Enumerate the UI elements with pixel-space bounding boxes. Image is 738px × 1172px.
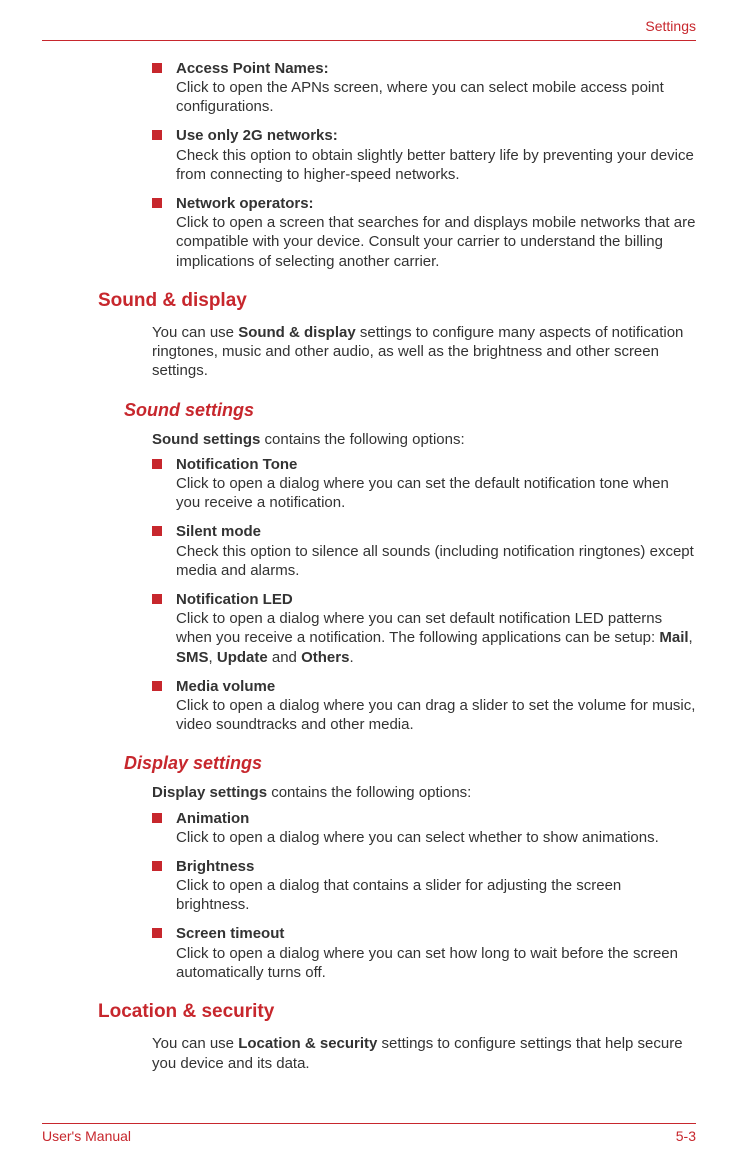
sound-settings-list: Notification Tone Click to open a dialog… — [152, 455, 696, 734]
text: contains the following options: — [267, 784, 471, 801]
item-title: Screen timeout — [176, 925, 284, 942]
bold-text: Sound settings — [152, 431, 260, 448]
heading-display-settings: Display settings — [124, 752, 696, 775]
bold-text: Location & security — [238, 1035, 377, 1052]
list-item: Silent mode Check this option to silence… — [152, 522, 696, 580]
list-item: Brightness Click to open a dialog that c… — [152, 857, 696, 915]
item-desc: Click to open a dialog where you can sel… — [176, 828, 696, 847]
bold-text: Others — [301, 649, 349, 666]
item-title: Silent mode — [176, 523, 261, 540]
heading-sound-display: Sound & display — [98, 289, 696, 313]
bold-text: SMS — [176, 649, 209, 666]
bold-text: Sound & display — [238, 324, 356, 341]
footer-right: 5-3 — [676, 1128, 696, 1146]
bold-text: Mail — [659, 629, 688, 646]
item-desc: Click to open a dialog where you can set… — [176, 609, 696, 667]
list-item: Access Point Names: Click to open the AP… — [152, 59, 696, 117]
list-item: Media volume Click to open a dialog wher… — [152, 677, 696, 735]
display-settings-list: Animation Click to open a dialog where y… — [152, 809, 696, 983]
item-title: Animation — [176, 810, 249, 827]
item-title: Notification LED — [176, 591, 293, 608]
sound-settings-intro: Sound settings contains the following op… — [152, 430, 696, 449]
text: and — [268, 649, 301, 666]
list-item: Animation Click to open a dialog where y… — [152, 809, 696, 847]
item-desc: Check this option to obtain slightly bet… — [176, 146, 696, 184]
header-rule — [42, 40, 696, 41]
top-list: Access Point Names: Click to open the AP… — [152, 59, 696, 271]
list-item: Notification Tone Click to open a dialog… — [152, 455, 696, 513]
item-title: Media volume — [176, 678, 275, 695]
item-desc: Click to open a screen that searches for… — [176, 213, 696, 271]
footer: User's Manual 5-3 — [42, 1123, 696, 1146]
footer-rule — [42, 1123, 696, 1124]
text: You can use — [152, 1035, 238, 1052]
text: Click to open a dialog where you can set… — [176, 610, 662, 646]
display-settings-intro: Display settings contains the following … — [152, 783, 696, 802]
item-title: Network operators: — [176, 195, 314, 212]
item-title: Brightness — [176, 858, 254, 875]
list-item: Notification LED Click to open a dialog … — [152, 590, 696, 667]
item-desc: Click to open a dialog where you can set… — [176, 944, 696, 982]
item-desc: Click to open the APNs screen, where you… — [176, 78, 696, 116]
item-title: Access Point Names: — [176, 60, 329, 77]
bold-text: Update — [217, 649, 268, 666]
item-desc: Click to open a dialog where you can set… — [176, 474, 696, 512]
location-security-intro: You can use Location & security settings… — [152, 1034, 696, 1072]
list-item: Screen timeout Click to open a dialog wh… — [152, 924, 696, 982]
text: , — [209, 649, 217, 666]
page-content: Access Point Names: Click to open the AP… — [42, 59, 696, 1073]
text: , — [689, 629, 693, 646]
footer-left: User's Manual — [42, 1128, 131, 1146]
heading-location-security: Location & security — [98, 1000, 696, 1024]
item-desc: Click to open a dialog that contains a s… — [176, 876, 696, 914]
text: . — [349, 649, 353, 666]
text: contains the following options: — [260, 431, 464, 448]
item-title: Use only 2G networks: — [176, 127, 338, 144]
item-desc: Click to open a dialog where you can dra… — [176, 696, 696, 734]
list-item: Use only 2G networks: Check this option … — [152, 126, 696, 184]
heading-sound-settings: Sound settings — [124, 399, 696, 422]
item-desc: Check this option to silence all sounds … — [176, 542, 696, 580]
bold-text: Display settings — [152, 784, 267, 801]
text: You can use — [152, 324, 238, 341]
list-item: Network operators: Click to open a scree… — [152, 194, 696, 271]
sound-display-intro: You can use Sound & display settings to … — [152, 323, 696, 381]
item-title: Notification Tone — [176, 456, 297, 473]
header-section: Settings — [645, 18, 696, 36]
